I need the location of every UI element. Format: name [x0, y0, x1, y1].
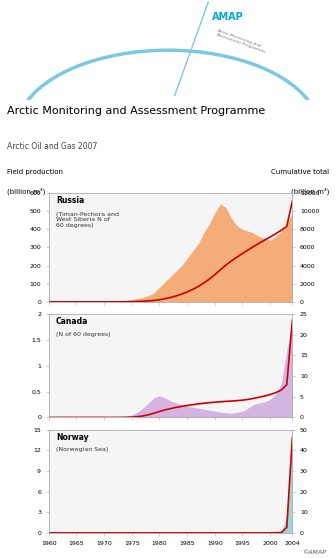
- Text: (billion m³): (billion m³): [291, 187, 329, 195]
- Text: Arctic Monitoring and Assessment Programme: Arctic Monitoring and Assessment Program…: [7, 106, 265, 116]
- Text: (N of 60 degrees): (N of 60 degrees): [56, 331, 111, 336]
- Text: Cumulative total: Cumulative total: [271, 170, 329, 176]
- Text: (billion m³): (billion m³): [7, 187, 45, 195]
- Text: Russia: Russia: [56, 196, 84, 205]
- Text: (Timan-Pechora and
West Siberia N of
60 degrees): (Timan-Pechora and West Siberia N of 60 …: [56, 211, 119, 228]
- Text: Norway: Norway: [56, 433, 89, 442]
- Text: Canada: Canada: [56, 318, 88, 326]
- Text: Field production: Field production: [7, 170, 63, 176]
- Text: Arctic Monitoring and
Assessment Programme: Arctic Monitoring and Assessment Program…: [215, 28, 268, 54]
- Text: AMAP: AMAP: [212, 12, 243, 22]
- Text: Arctic Oil and Gas 2007: Arctic Oil and Gas 2007: [7, 142, 97, 151]
- Text: ©AMAP: ©AMAP: [302, 550, 326, 555]
- Text: (Norwegian Sea): (Norwegian Sea): [56, 447, 108, 452]
